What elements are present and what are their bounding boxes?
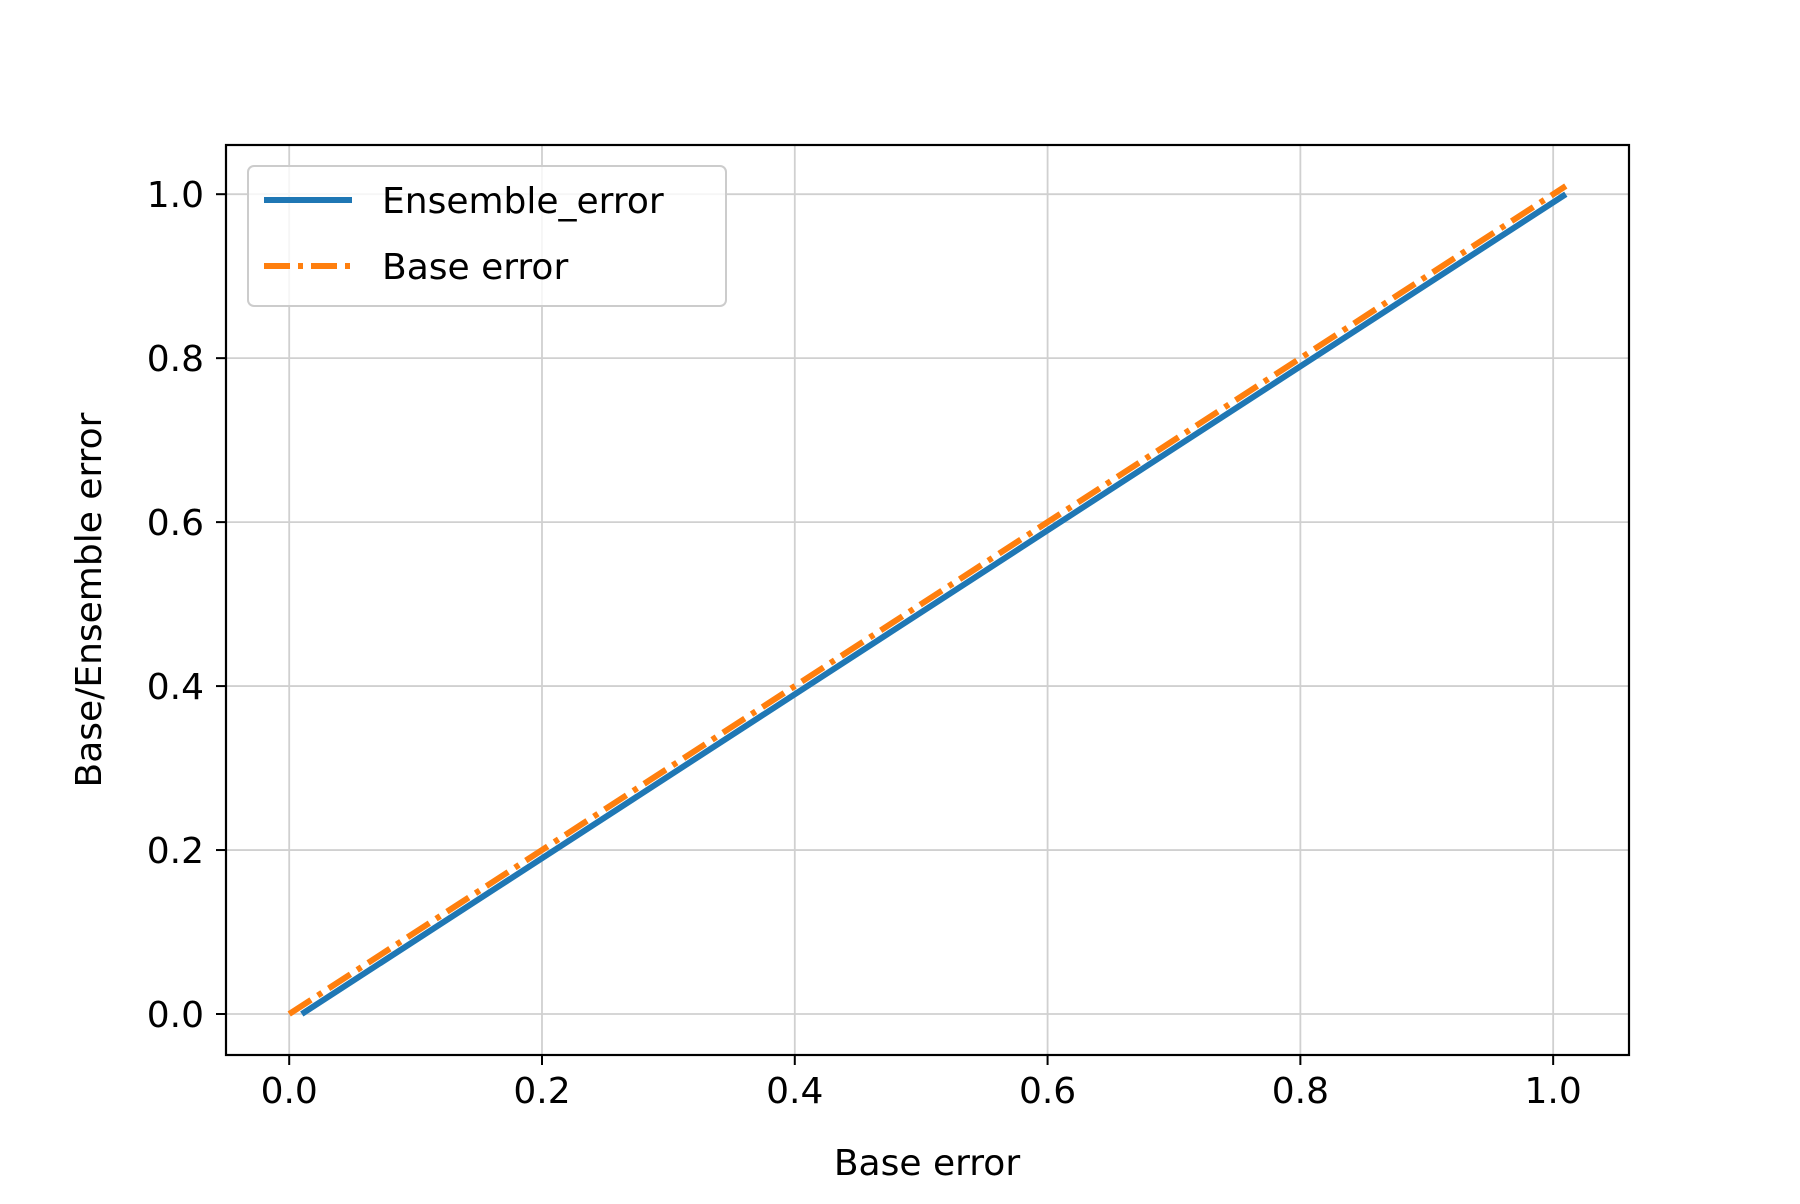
legend: Ensemble_error Base error (247, 165, 727, 307)
x-tick-label: 0.0 (261, 1071, 318, 1112)
y-tick-label: 0.4 (147, 667, 204, 708)
axes-frame (224, 143, 1631, 1057)
legend-label: Base error (382, 247, 568, 288)
y-tick-label: 0.6 (147, 503, 204, 544)
series-line-ensemble-error (300, 191, 1568, 1017)
y-tick-label: 0.0 (147, 995, 204, 1036)
series-layer (287, 183, 1568, 1017)
legend-label: Ensemble_error (382, 181, 664, 222)
ticks: 0.0 0.2 0.4 0.6 0.8 1.0 0.0 0.2 0.4 0.6 0.8 1.0 (147, 175, 1582, 1112)
y-tick-label: 1.0 (147, 175, 204, 216)
x-axis-label: Base error (834, 1143, 1020, 1184)
y-tick-label: 0.8 (147, 339, 204, 380)
x-tick-label: 0.8 (1272, 1071, 1329, 1112)
y-tick-label: 0.2 (147, 831, 204, 872)
x-tick-label: 1.0 (1525, 1071, 1582, 1112)
legend-box (247, 165, 727, 307)
series-line-base-error (287, 183, 1568, 1017)
x-tick-label: 0.4 (766, 1071, 823, 1112)
y-axis-label: Base/Ensemble error (69, 412, 110, 787)
x-tick-label: 0.6 (1019, 1071, 1076, 1112)
x-tick-label: 0.2 (513, 1071, 570, 1112)
